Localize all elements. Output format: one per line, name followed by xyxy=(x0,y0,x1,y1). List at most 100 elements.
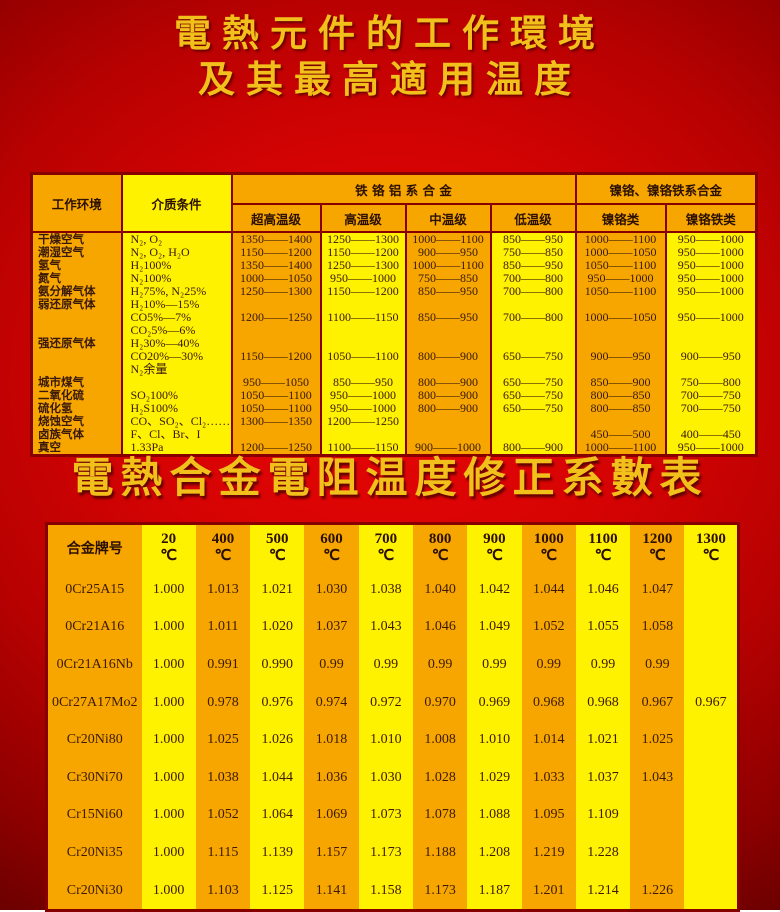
temp-range-cell: 800——850 xyxy=(574,389,667,402)
alloy-name-cell: 0Cr27A17Mo2 xyxy=(46,683,142,722)
env-name-cell xyxy=(30,350,123,363)
coeff-value-cell: 1.040 xyxy=(412,571,468,609)
temp-range-cell: 1150——1200 xyxy=(230,350,322,363)
alloy-name-cell: Cr30Ni70 xyxy=(46,758,142,797)
degree-symbol: ℃ xyxy=(323,548,340,564)
temp-range-cell xyxy=(574,337,667,350)
coeff-table-row: 0Cr21A16Nb 1.000 0.991 0.990 0.99 0.99 0.99 0.9… xyxy=(46,646,739,684)
temp-range-cell: 850——950 xyxy=(489,232,577,246)
temp-range-cell: 850——950 xyxy=(404,285,492,298)
env-table-header: 工作环境 介质条件 铁 铬 铝 系 合 金 镍铬、镍铬铁系合金 超高温级 高温级… xyxy=(30,172,758,233)
temp-range-cell: 400——450 xyxy=(664,428,758,441)
temp-value: 500 xyxy=(265,531,289,547)
temp-range-cell: 700——750 xyxy=(664,389,758,402)
temp-range-cell: 800——900 xyxy=(404,350,492,363)
env-name-cell: 潮湿空气 xyxy=(30,246,123,259)
temp-range-cell xyxy=(489,324,577,337)
coeff-value-cell: 0.99 xyxy=(304,646,359,684)
temp-range-cell xyxy=(404,363,492,376)
env-name-cell: 氮气 xyxy=(30,272,123,285)
temp-range-cell xyxy=(664,363,758,376)
temp-range-cell: 1250——1300 xyxy=(230,285,322,298)
temp-range-cell xyxy=(489,363,577,376)
medium-cell: 1.33Pa xyxy=(120,441,233,456)
medium-cell xyxy=(120,376,233,389)
main-title-line2: 及其最高適用温度 xyxy=(198,57,582,101)
temp-range-cell xyxy=(230,337,322,350)
coeff-value-cell xyxy=(684,834,739,872)
medium-cell: H₂30%—40% xyxy=(120,337,233,350)
env-header-group-nicr: 镍铬、镍铬铁系合金 xyxy=(574,172,758,205)
env-subheader-ultra-high: 超高温级 xyxy=(230,203,322,233)
temp-column-header: 600 ℃ xyxy=(304,523,359,571)
coeff-value-cell xyxy=(630,796,685,835)
temp-range-cell xyxy=(404,415,492,428)
temp-range-cell: 900——950 xyxy=(574,350,667,363)
env-table-line: 强还原气体 H₂30%—40% xyxy=(30,337,758,350)
env-table-body: 干燥空气 N₂, O₂ 1350——1400 1250——1300 1000——1100… xyxy=(30,232,758,456)
coeff-value-cell xyxy=(684,646,739,684)
temp-range-cell: 650——750 xyxy=(489,389,577,402)
temp-range-cell: 750——800 xyxy=(664,376,758,389)
coeff-value-cell: 1.021 xyxy=(250,571,305,609)
temp-range-cell: 1000——1100 xyxy=(404,259,492,272)
env-name-cell: 干燥空气 xyxy=(30,232,123,246)
temp-range-cell: 800——900 xyxy=(404,376,492,389)
coeff-value-cell: 1.036 xyxy=(304,758,359,797)
temp-range-cell: 800——900 xyxy=(404,402,492,415)
temp-range-cell xyxy=(404,428,492,441)
medium-cell: CO5%—7% xyxy=(120,311,233,324)
env-table-line: 氢气 H₂100% 1350——1400 1250——1300 1000——1100 85… xyxy=(30,259,758,272)
temp-range-cell xyxy=(489,298,577,311)
env-name-cell: 烧蚀空气 xyxy=(30,415,123,428)
coeff-value-cell: 0.968 xyxy=(521,683,576,722)
env-name-cell: 真空 xyxy=(30,441,123,456)
temp-range-cell: 1050——1100 xyxy=(230,389,322,402)
coeff-value-cell: 1.044 xyxy=(521,571,576,609)
temp-range-cell xyxy=(664,415,758,428)
temp-range-cell: 1200——1250 xyxy=(230,311,322,324)
temp-range-cell: 650——750 xyxy=(489,376,577,389)
env-table-line: 二氧化硫 SO₂100% 1050——1100 950——1000 800——900 65… xyxy=(30,389,758,402)
coeff-table-row: Cr15Ni60 1.000 1.052 1.064 1.069 1.073 1.078 1.… xyxy=(46,796,739,835)
env-header-group-fecral: 铁 铬 铝 系 合 金 xyxy=(230,172,577,205)
env-name-cell: 弱还原气体 xyxy=(30,298,123,311)
coeff-value-cell: 1.000 xyxy=(141,571,196,609)
correction-coefficient-table: 合金牌号 20 ℃ 400 ℃ 500 ℃ 600 ℃ 700 ℃ 800 ℃ 900 ℃ 1000 ℃ 110… xyxy=(45,522,741,912)
coeff-table-row: Cr20Ni30 1.000 1.103 1.125 1.141 1.158 1.173 1.… xyxy=(46,871,739,911)
temp-range-cell: 1300——1350 xyxy=(230,415,322,428)
temp-range-cell: 1150——1200 xyxy=(319,285,407,298)
degree-symbol: ℃ xyxy=(160,548,178,564)
coeff-value-cell: 1.052 xyxy=(195,796,251,835)
temp-range-cell xyxy=(574,415,667,428)
temp-column-header: 20 ℃ xyxy=(141,523,196,571)
coeff-value-cell: 1.201 xyxy=(521,871,576,911)
temp-range-cell xyxy=(404,324,492,337)
temp-range-cell xyxy=(230,324,322,337)
env-table-line: 氮气 N₂100% 1000——1050 950——1000 750——850 700——… xyxy=(30,272,758,285)
coeff-value-cell: 1.011 xyxy=(195,608,251,647)
medium-cell: H₂100% xyxy=(120,259,233,272)
degree-symbol: ℃ xyxy=(648,548,666,564)
temp-range-cell: 850——900 xyxy=(574,376,667,389)
medium-cell: H₂75%, N₂25% xyxy=(120,285,233,298)
temp-range-cell xyxy=(404,337,492,350)
coeff-value-cell: 0.99 xyxy=(412,646,468,684)
coeff-value-cell: 1.042 xyxy=(467,571,522,609)
temp-range-cell: 800——850 xyxy=(574,402,667,415)
section-title: 電熱合金電阻温度修正系數表 xyxy=(71,453,709,502)
env-name-cell xyxy=(30,363,123,376)
temp-range-cell: 650——750 xyxy=(489,350,577,363)
temp-range-cell xyxy=(664,324,758,337)
temp-column-header: 1000 ℃ xyxy=(521,523,576,571)
coeff-value-cell: 0.976 xyxy=(250,683,305,722)
coeff-table-row: 0Cr27A17Mo2 1.000 0.978 0.976 0.974 0.972 0.97… xyxy=(46,683,739,722)
coeff-value-cell: 1.226 xyxy=(630,871,685,911)
env-name-cell: 城市煤气 xyxy=(30,376,123,389)
temp-range-cell: 700——800 xyxy=(489,272,577,285)
coeff-value-cell: 1.046 xyxy=(412,608,468,647)
coeff-value-cell: 1.208 xyxy=(467,834,522,872)
coeff-value-cell: 1.028 xyxy=(412,758,468,797)
degree-symbol: ℃ xyxy=(431,548,449,564)
